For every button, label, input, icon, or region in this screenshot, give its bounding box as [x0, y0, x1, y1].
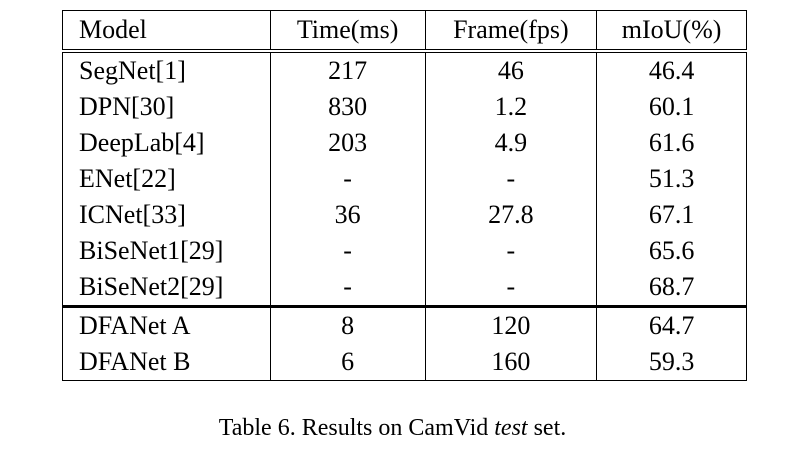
cell-time: 6: [269, 344, 426, 381]
cell-time: -: [269, 161, 426, 197]
cell-miou: 64.7: [596, 305, 747, 344]
header-miou: mIoU(%): [596, 10, 747, 52]
table-row: BiSeNet2[29] - -68.7: [62, 269, 747, 307]
cell-model: SegNet[1]: [62, 49, 271, 89]
cell-frame: 27.8: [424, 197, 598, 233]
cell-frame: 46: [424, 49, 598, 89]
table-row: DFANet B 6 160 59.3: [62, 344, 747, 381]
table-row: ICNet[33] 36 27.8 67.1: [62, 197, 747, 233]
cell-miou: 61.6: [596, 125, 747, 161]
cell-frame: 160: [424, 344, 598, 381]
table-caption: Table 6. Results on CamVid test set.: [0, 415, 785, 442]
cell-frame: 120: [424, 305, 598, 344]
cell-model: DFANet A: [62, 305, 271, 344]
cell-time: -: [269, 269, 426, 307]
header-time: Time(ms): [269, 10, 426, 52]
cell-model: BiSeNet1[29]: [62, 233, 271, 269]
cell-time: 8: [269, 305, 426, 344]
cell-time: -: [269, 233, 426, 269]
cell-frame: -: [424, 269, 598, 307]
table-row: ENet[22] - -51.3: [62, 161, 747, 197]
table-row: DeepLab[4] 203 4.9 61.6: [62, 125, 747, 161]
table-row: DFANet A 8 120 64.7: [62, 305, 747, 344]
table-header-row: Model Time(ms) Frame(fps) mIoU(%): [62, 10, 747, 52]
cell-frame: 4.9: [424, 125, 598, 161]
cell-time: 36: [269, 197, 426, 233]
cell-miou: 60.1: [596, 89, 747, 125]
cell-miou: 67.1: [596, 197, 747, 233]
cell-miou: 46.4: [596, 49, 747, 89]
caption-suffix: set.: [527, 415, 567, 441]
table-row: SegNet[1] 217 46 46.4: [62, 49, 747, 89]
cell-model: DFANet B: [62, 344, 271, 381]
table-row: BiSeNet1[29] - -65.6: [62, 233, 747, 269]
cell-model: DeepLab[4]: [62, 125, 271, 161]
cell-time: 830: [269, 89, 426, 125]
header-model: Model: [62, 10, 271, 52]
caption-prefix: Table 6. Results on CamVid: [218, 415, 495, 441]
results-table: Model Time(ms) Frame(fps) mIoU(%) SegNet…: [62, 10, 747, 381]
table-body: SegNet[1] 217 46 46.4 DPN[30] 830 1.2 60.1 DeepL…: [62, 49, 747, 381]
header-frame: Frame(fps): [424, 10, 598, 52]
cell-model: BiSeNet2[29]: [62, 269, 271, 307]
cell-time: 217: [269, 49, 426, 89]
cell-miou: 59.3: [596, 344, 747, 381]
cell-model: ICNet[33]: [62, 197, 271, 233]
cell-frame: 1.2: [424, 89, 598, 125]
cell-miou: 68.7: [596, 269, 747, 307]
cell-miou: 65.6: [596, 233, 747, 269]
cell-time: 203: [269, 125, 426, 161]
cell-miou: 51.3: [596, 161, 747, 197]
caption-italic: test: [494, 415, 528, 441]
cell-frame: -: [424, 233, 598, 269]
cell-model: ENet[22]: [62, 161, 271, 197]
cell-model: DPN[30]: [62, 89, 271, 125]
table-row: DPN[30] 830 1.2 60.1: [62, 89, 747, 125]
cell-frame: -: [424, 161, 598, 197]
